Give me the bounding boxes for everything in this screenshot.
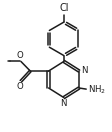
Text: N: N xyxy=(81,66,87,75)
Text: O: O xyxy=(16,82,23,91)
Text: O: O xyxy=(17,51,24,60)
Text: Cl: Cl xyxy=(59,3,68,13)
Text: N: N xyxy=(60,99,67,108)
Text: NH$_2$: NH$_2$ xyxy=(87,83,105,96)
